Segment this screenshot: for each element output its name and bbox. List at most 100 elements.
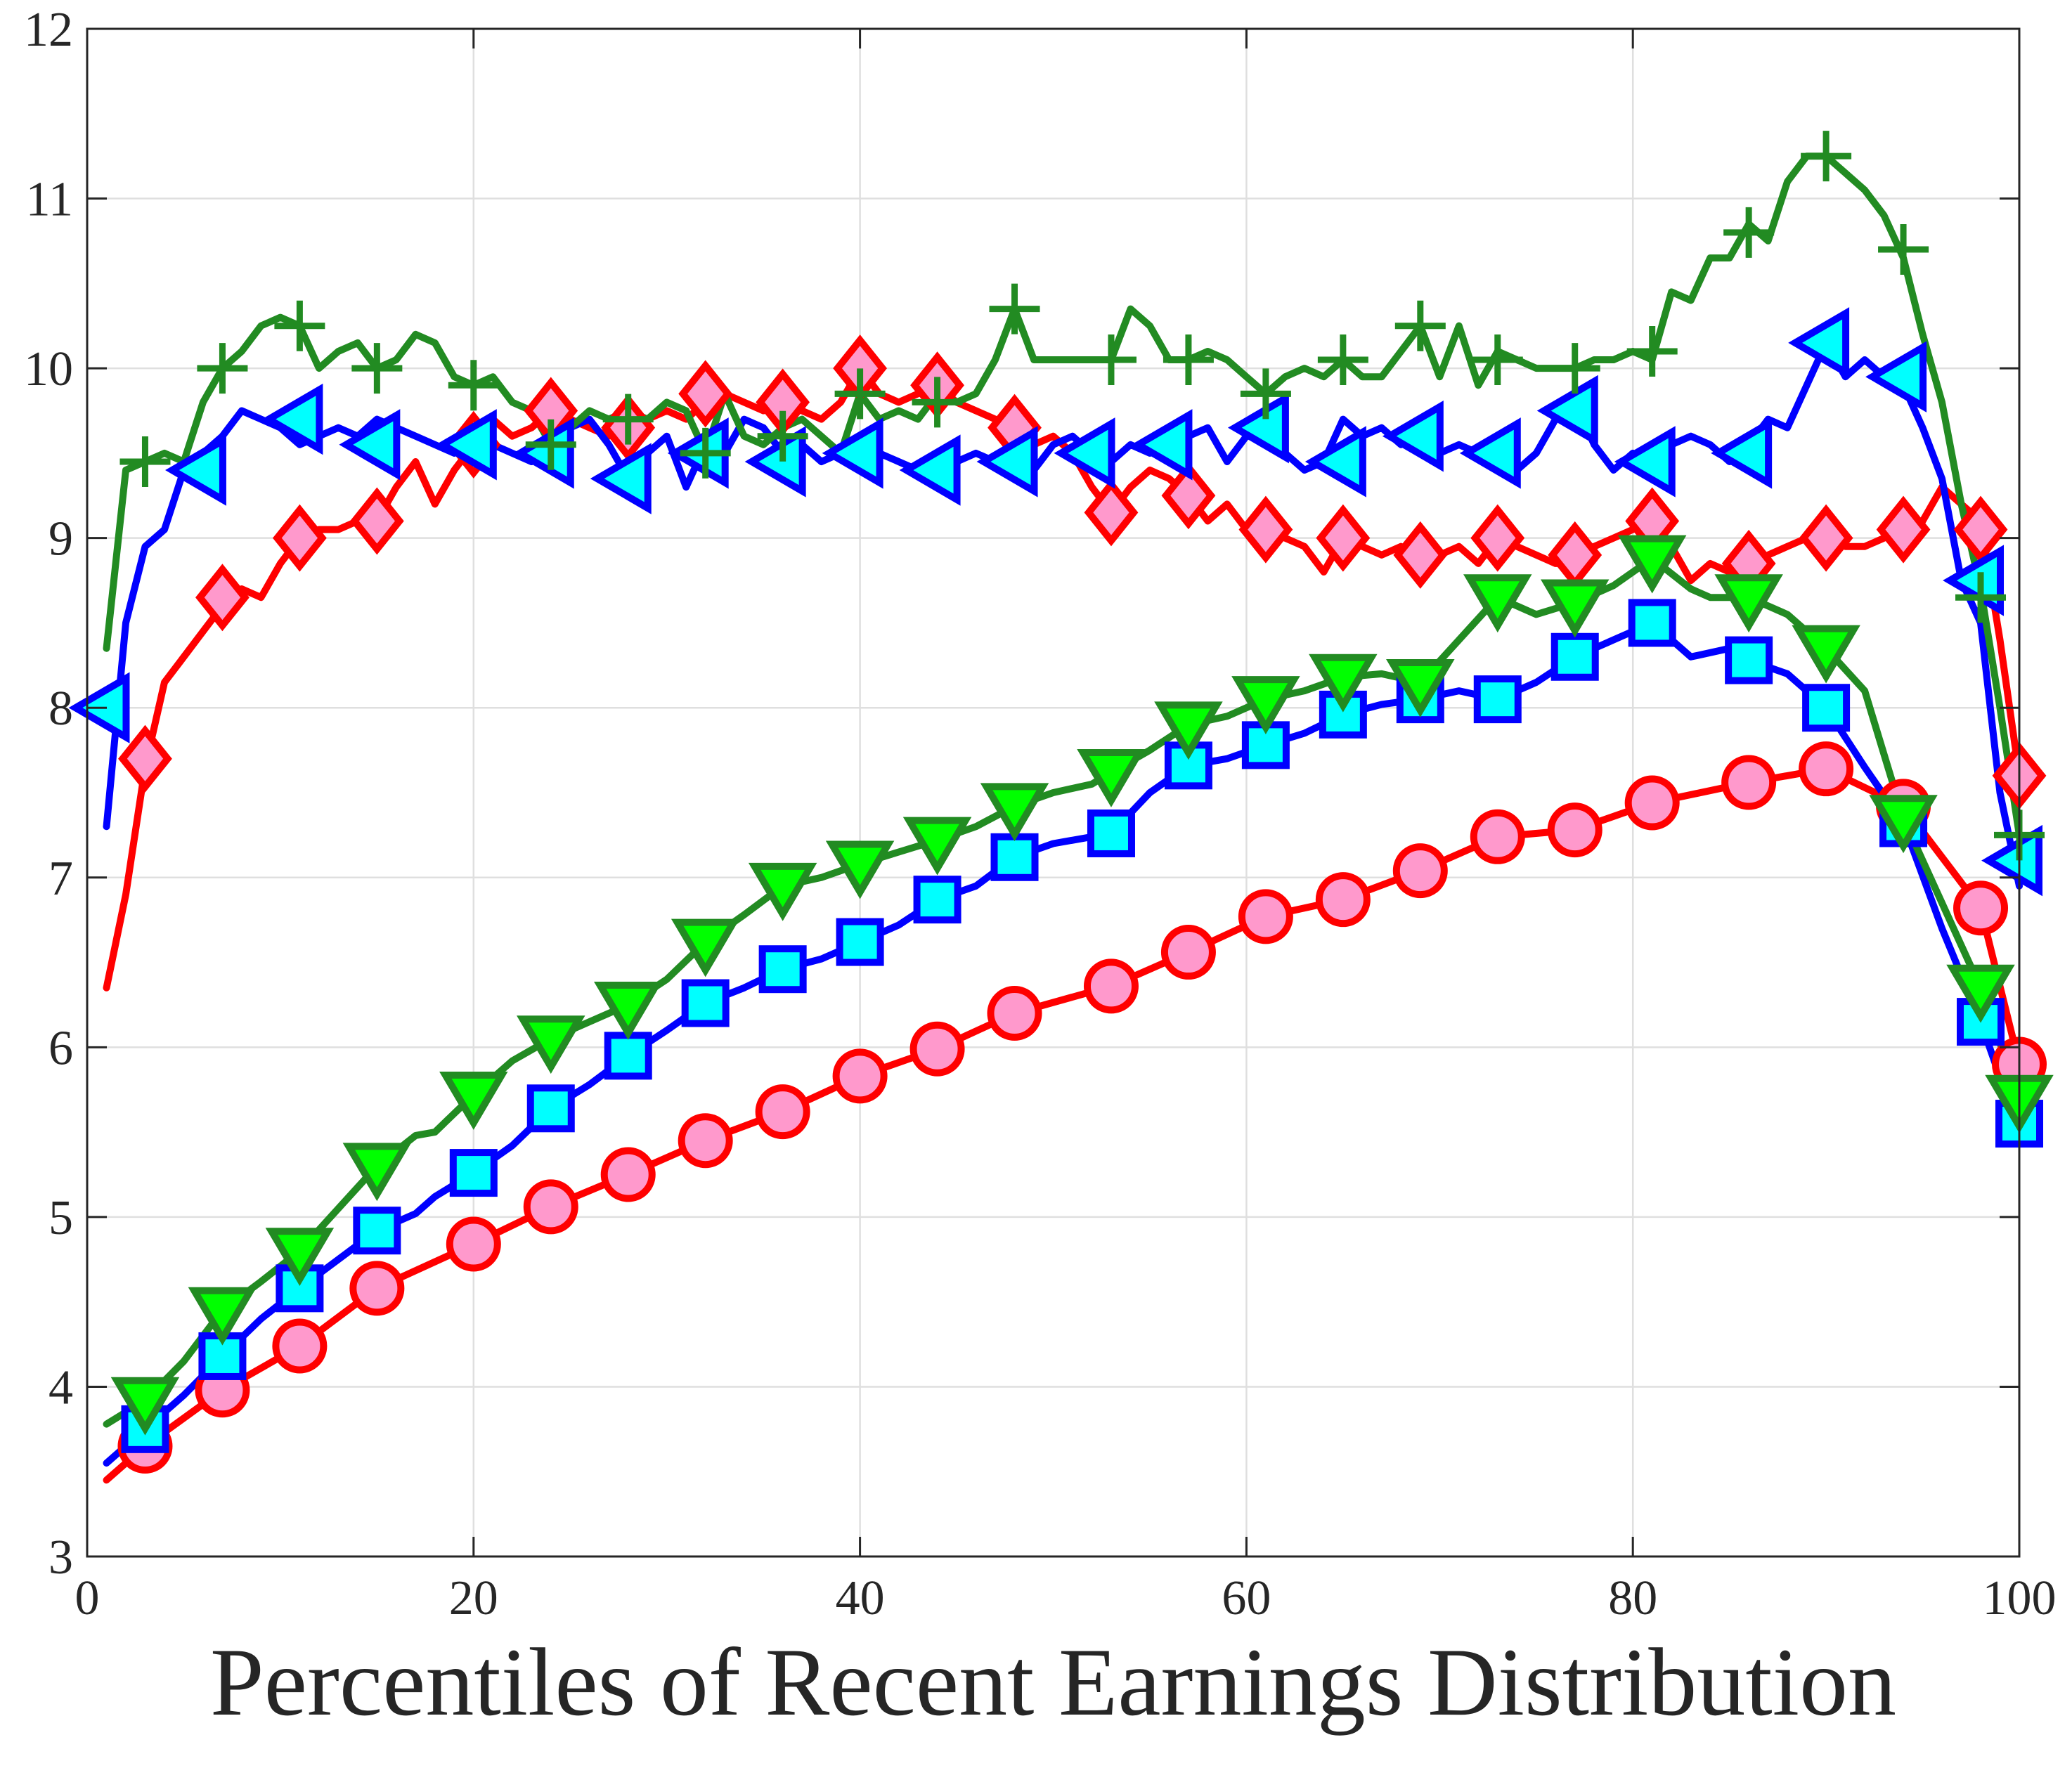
triangle-left-marker [1614,426,1676,498]
circle-marker [600,1147,656,1202]
plus-marker [912,377,963,428]
circle-marker [832,1048,888,1104]
plus-marker [1955,572,2007,623]
triangle-down-marker [593,981,663,1040]
plus-marker [1549,343,1600,394]
triangle-left-marker [1711,417,1773,489]
triangle-left-marker [435,409,497,481]
y-tick-label: 5 [48,1191,73,1245]
plus-marker [274,300,325,351]
plus-marker [1317,334,1368,386]
plus-marker [1801,131,1852,182]
triangle-left-marker [1382,401,1444,472]
plus-marker [834,368,886,420]
x-tick-label: 80 [1608,1571,1657,1625]
square-marker [990,833,1039,881]
triangle-left-marker [976,426,1038,498]
square-marker [1802,684,1851,732]
plus-marker [1163,334,1214,386]
square-marker [526,1084,575,1133]
plus-marker [351,343,403,394]
plus-marker [1394,300,1446,351]
square-marker [449,1149,498,1197]
diamond-marker [349,487,404,555]
triangle-down-marker [188,1287,257,1346]
triangle-left-marker [165,434,226,506]
diamond-marker [1470,504,1525,572]
circle-marker [1083,958,1139,1014]
circle-marker [678,1113,733,1169]
plus-marker [525,419,576,470]
square-marker [1725,636,1773,684]
x-tick-label: 40 [836,1571,885,1625]
diamond-marker [195,564,250,632]
triangle-left-marker [1981,824,2042,897]
x-tick-label: 0 [75,1571,100,1625]
y-tick-label: 4 [48,1360,73,1415]
plus-marker [1472,334,1523,386]
circle-marker [1470,809,1525,864]
y-tick-label: 11 [26,173,73,227]
circle-marker [349,1261,405,1316]
diamond-marker [678,360,733,428]
x-axis-label: Percentiles of Recent Earnings Distribut… [210,1628,1896,1736]
triangle-down-marker [1540,579,1610,638]
triangle-down-marker [1869,795,1938,854]
plus-marker [448,360,499,411]
triangle-left-marker [899,434,961,506]
circle-marker [446,1216,501,1272]
triangle-down-marker [902,817,972,876]
circle-marker [1547,802,1602,858]
triangle-left-marker [1459,417,1521,489]
series-lines [103,152,2023,1484]
triangle-down-marker [1154,701,1223,760]
circle-marker [272,1318,328,1374]
plus-marker [1626,325,1678,377]
plus-marker [757,410,808,462]
plus-marker [1085,334,1137,386]
diamond-marker [118,724,172,793]
plus-marker [119,436,171,487]
y-tick-label: 6 [48,1021,73,1075]
square-marker [1087,809,1135,857]
plus-marker [1723,207,1775,258]
diamond-marker [1084,479,1139,547]
circle-marker [755,1084,810,1140]
triangle-down-marker [825,840,895,899]
triangle-left-marker [590,443,652,514]
series-line-triangle-down [103,554,2023,1428]
triangle-left-marker [512,417,574,489]
square-marker [604,1032,652,1080]
circle-marker [1392,843,1448,899]
triangle-left-marker [261,383,323,455]
square-marker [681,979,730,1027]
triangle-down-marker [671,918,740,977]
plus-marker [602,394,654,445]
triangle-left-marker [339,409,401,481]
diamond-marker [1548,521,1602,589]
square-marker [1473,675,1522,724]
square-marker [1550,632,1599,681]
series-line-circle [103,765,2023,1484]
diamond-marker [1316,504,1371,572]
triangle-left-marker [822,417,883,489]
x-tick-label: 100 [1983,1571,2057,1625]
triangle-down-marker [1946,964,2015,1023]
diamond-marker [1161,462,1216,530]
diamond-marker [1953,495,2008,564]
triangle-down-marker [748,862,817,921]
triangle-left-marker [744,426,806,498]
circle-marker [1315,872,1371,928]
series-line-plus [103,152,2023,839]
triangle-left-marker [1054,417,1115,489]
triangle-down-marker [342,1143,412,1202]
series-line-square [103,619,2023,1467]
circle-marker [1160,925,1216,980]
triangle-down-marker [1792,625,1860,684]
plus-marker [1878,224,1929,275]
triangle-down-marker [1077,749,1146,807]
triangle-down-marker [265,1228,335,1287]
square-marker [353,1207,401,1255]
triangle-down-marker [1231,676,1300,735]
circle-marker [1721,755,1777,810]
